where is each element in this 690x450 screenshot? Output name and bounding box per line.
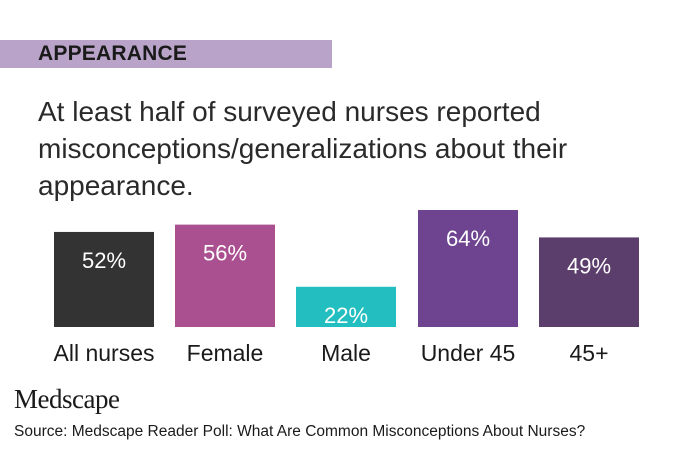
section-banner: APPEARANCE [0, 40, 332, 68]
category-label: Male [321, 340, 371, 366]
bar-value-label: 49% [567, 253, 611, 278]
bar-45plus [539, 237, 639, 327]
bar-value-label: 22% [324, 303, 368, 328]
category-label: Female [187, 340, 264, 366]
bar-male [296, 286, 396, 327]
bar-under-45 [418, 210, 518, 327]
bar-value-label: 56% [203, 241, 247, 266]
bar-value-label: 52% [82, 248, 126, 273]
category-label: All nurses [54, 340, 155, 366]
chart-headline: At least half of surveyed nurses reporte… [38, 96, 568, 201]
bar-chart: 52% All nurses 56% Female 22% Male 64% Under 45… [54, 210, 639, 366]
bar-female [175, 224, 275, 327]
section-label: APPEARANCE [38, 42, 188, 65]
source-note: Source: Medscape Reader Poll: What Are C… [14, 423, 586, 440]
medscape-logo: Medscape [14, 384, 120, 414]
bar-value-label: 64% [446, 226, 490, 251]
category-label: Under 45 [421, 340, 516, 366]
category-label: 45+ [569, 340, 608, 366]
bar-all-nurses [54, 231, 154, 327]
